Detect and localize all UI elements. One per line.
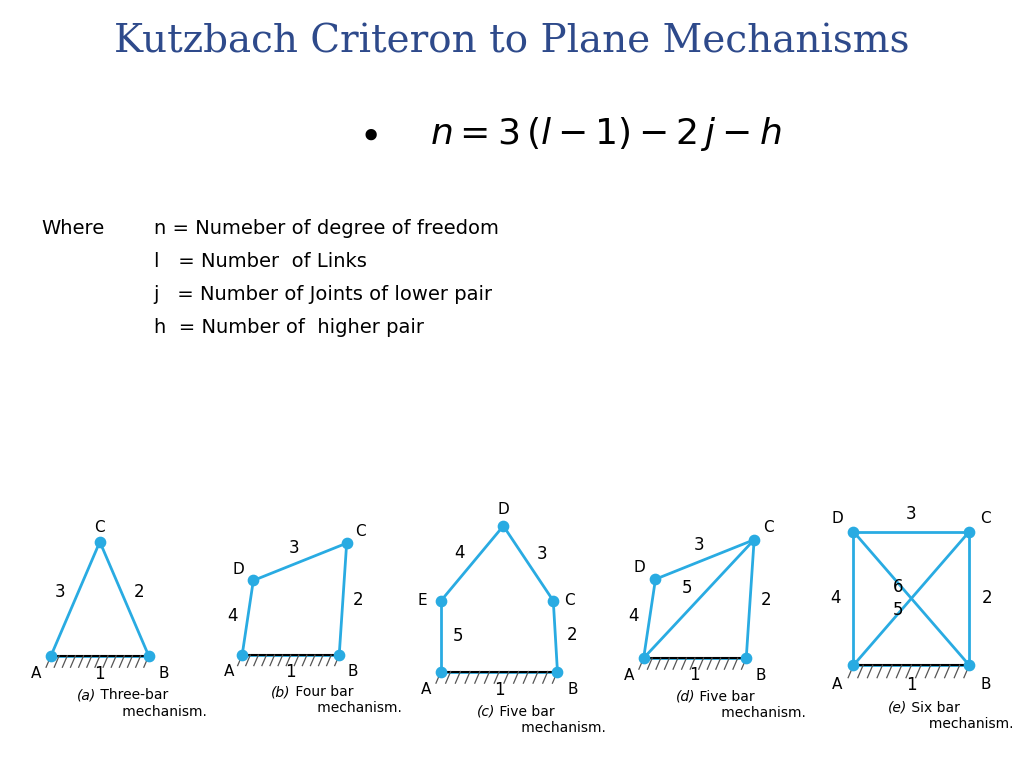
Text: Four bar
      mechanism.: Four bar mechanism. bbox=[291, 685, 401, 715]
Text: Three-bar
      mechanism.: Three-bar mechanism. bbox=[96, 688, 207, 719]
Point bbox=[636, 652, 652, 664]
Text: (c): (c) bbox=[476, 705, 495, 719]
Text: 3: 3 bbox=[693, 536, 705, 554]
Text: D: D bbox=[232, 561, 245, 577]
Text: 4: 4 bbox=[227, 607, 239, 624]
Text: 1: 1 bbox=[494, 680, 505, 699]
Text: 2: 2 bbox=[134, 584, 144, 601]
Text: A: A bbox=[31, 667, 42, 681]
Text: $\bullet$: $\bullet$ bbox=[358, 115, 378, 154]
Text: 6: 6 bbox=[893, 578, 903, 596]
Text: C: C bbox=[94, 520, 105, 535]
Text: 2: 2 bbox=[566, 626, 578, 644]
Text: D: D bbox=[498, 502, 509, 517]
Text: B: B bbox=[347, 664, 358, 679]
Point bbox=[549, 665, 565, 677]
Text: C: C bbox=[763, 521, 774, 535]
Text: 3: 3 bbox=[289, 539, 300, 557]
Point bbox=[331, 649, 347, 661]
Text: 1: 1 bbox=[94, 665, 105, 683]
Point bbox=[433, 594, 450, 607]
Text: $n = 3\,(l-1) - 2\,j - h$: $n = 3\,(l-1) - 2\,j - h$ bbox=[430, 115, 781, 154]
Text: E: E bbox=[418, 594, 427, 608]
Text: 3: 3 bbox=[537, 545, 548, 563]
Text: Kutzbach Criteron to Plane Mechanisms: Kutzbach Criteron to Plane Mechanisms bbox=[115, 23, 909, 60]
Text: B: B bbox=[567, 682, 578, 697]
Text: 2: 2 bbox=[982, 589, 992, 607]
Text: 2: 2 bbox=[761, 591, 771, 609]
Text: C: C bbox=[354, 525, 366, 539]
Text: C: C bbox=[980, 511, 990, 526]
Point bbox=[433, 665, 450, 677]
Point bbox=[545, 594, 561, 607]
Text: (e): (e) bbox=[888, 701, 907, 715]
Text: B: B bbox=[158, 667, 169, 681]
Point bbox=[245, 574, 261, 587]
Text: (b): (b) bbox=[271, 685, 291, 699]
Text: Five bar
      mechanism.: Five bar mechanism. bbox=[695, 690, 806, 720]
Text: D: D bbox=[831, 511, 844, 526]
Text: 1: 1 bbox=[689, 667, 700, 684]
Text: 3: 3 bbox=[55, 584, 66, 601]
Text: 2: 2 bbox=[352, 591, 364, 609]
Text: 5: 5 bbox=[893, 601, 903, 619]
Text: 1: 1 bbox=[906, 676, 916, 694]
Text: 5: 5 bbox=[682, 579, 692, 598]
Text: B: B bbox=[980, 677, 990, 692]
Point bbox=[738, 652, 755, 664]
Text: h  = Number of  higher pair: h = Number of higher pair bbox=[154, 318, 424, 337]
Point bbox=[845, 659, 861, 671]
Text: Where: Where bbox=[41, 219, 104, 238]
Text: (a): (a) bbox=[77, 688, 96, 703]
Text: n = Numeber of degree of freedom: n = Numeber of degree of freedom bbox=[154, 219, 499, 238]
Text: 1: 1 bbox=[286, 663, 296, 680]
Point bbox=[962, 525, 978, 538]
Point bbox=[496, 520, 512, 532]
Point bbox=[339, 537, 355, 549]
Text: Five bar
      mechanism.: Five bar mechanism. bbox=[495, 705, 606, 735]
Text: A: A bbox=[625, 668, 635, 683]
Point bbox=[745, 534, 762, 546]
Text: Six bar
     mechanism.: Six bar mechanism. bbox=[907, 701, 1014, 731]
Point bbox=[962, 659, 978, 671]
Text: 5: 5 bbox=[453, 627, 463, 645]
Text: 4: 4 bbox=[629, 607, 639, 625]
Text: A: A bbox=[223, 664, 233, 679]
Point bbox=[92, 535, 109, 548]
Text: B: B bbox=[755, 668, 766, 683]
Point bbox=[845, 525, 861, 538]
Text: 3: 3 bbox=[906, 505, 916, 523]
Text: 4: 4 bbox=[454, 544, 465, 561]
Text: D: D bbox=[634, 560, 645, 575]
Text: (d): (d) bbox=[676, 690, 695, 703]
Point bbox=[647, 573, 664, 585]
Text: A: A bbox=[421, 682, 431, 697]
Text: l   = Number  of Links: l = Number of Links bbox=[154, 252, 367, 271]
Text: A: A bbox=[833, 677, 843, 692]
Point bbox=[233, 649, 250, 661]
Point bbox=[43, 650, 59, 662]
Point bbox=[140, 650, 157, 662]
Text: C: C bbox=[564, 594, 575, 608]
Text: j   = Number of Joints of lower pair: j = Number of Joints of lower pair bbox=[154, 285, 493, 304]
Text: 4: 4 bbox=[830, 589, 841, 607]
